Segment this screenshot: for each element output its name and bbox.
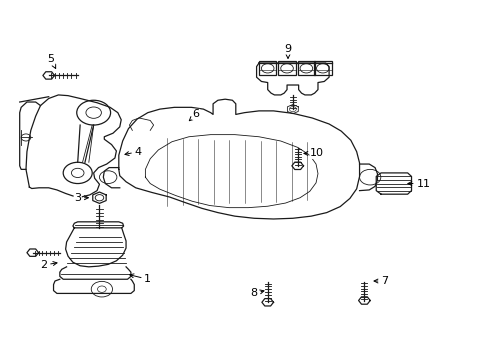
Text: 2: 2 (40, 260, 57, 270)
Text: 3: 3 (74, 193, 88, 203)
Text: 10: 10 (304, 148, 324, 158)
Text: 5: 5 (47, 54, 56, 68)
Text: 1: 1 (129, 274, 151, 284)
Text: 11: 11 (407, 179, 429, 189)
Bar (278, 61, 295, 76)
Bar (313, 61, 331, 76)
Text: 8: 8 (250, 288, 264, 298)
Text: 6: 6 (189, 109, 199, 121)
Text: 9: 9 (284, 44, 291, 58)
Bar (259, 61, 276, 76)
Bar (297, 61, 314, 76)
Text: 4: 4 (125, 147, 142, 157)
Text: 7: 7 (373, 276, 387, 286)
